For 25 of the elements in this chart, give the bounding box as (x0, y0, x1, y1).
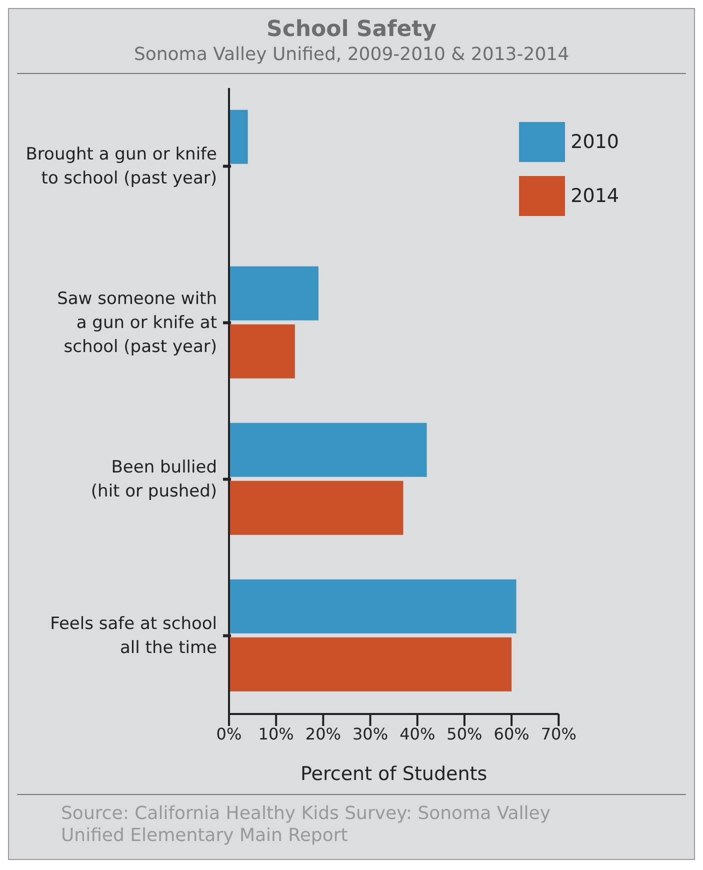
bar (229, 110, 248, 164)
bar (229, 266, 318, 320)
x-tick-label: 50% (446, 724, 482, 744)
y-tick-label: Been bullied (hit or pushed) (90, 456, 217, 501)
bar (229, 480, 404, 535)
chart-subtitle: Sonoma Valley Unified, 2009-2010 & 2013-2014 (132, 44, 570, 65)
x-tick-label: 0% (216, 724, 242, 744)
y-tick-label: Feels safe at school all the time (50, 613, 217, 658)
x-tick-label: 20% (305, 724, 341, 744)
x-tick-label: 10% (258, 724, 294, 744)
bar (229, 579, 516, 634)
bar (229, 422, 427, 477)
bar (229, 324, 295, 378)
y-tick-label: Brought a gun or knife to school (past year) (26, 144, 217, 188)
x-tick-label: 70% (540, 724, 576, 744)
chart-title: School Safety (265, 16, 438, 42)
x-axis-title: Percent of Students (300, 763, 488, 785)
legend-label: 2014 (570, 185, 619, 207)
bar (229, 637, 512, 692)
x-tick-label: 40% (400, 724, 436, 744)
y-tick-label: Saw someone with a gun or knife at school (past year) (57, 288, 218, 356)
x-tick-label: 60% (494, 724, 530, 744)
source-note: Source: California Healthy Kids Survey: Sonoma Valley Unified Elementary Main Report (60, 802, 552, 847)
legend-label: 2010 (570, 131, 619, 153)
x-tick-label: 30% (352, 724, 388, 744)
